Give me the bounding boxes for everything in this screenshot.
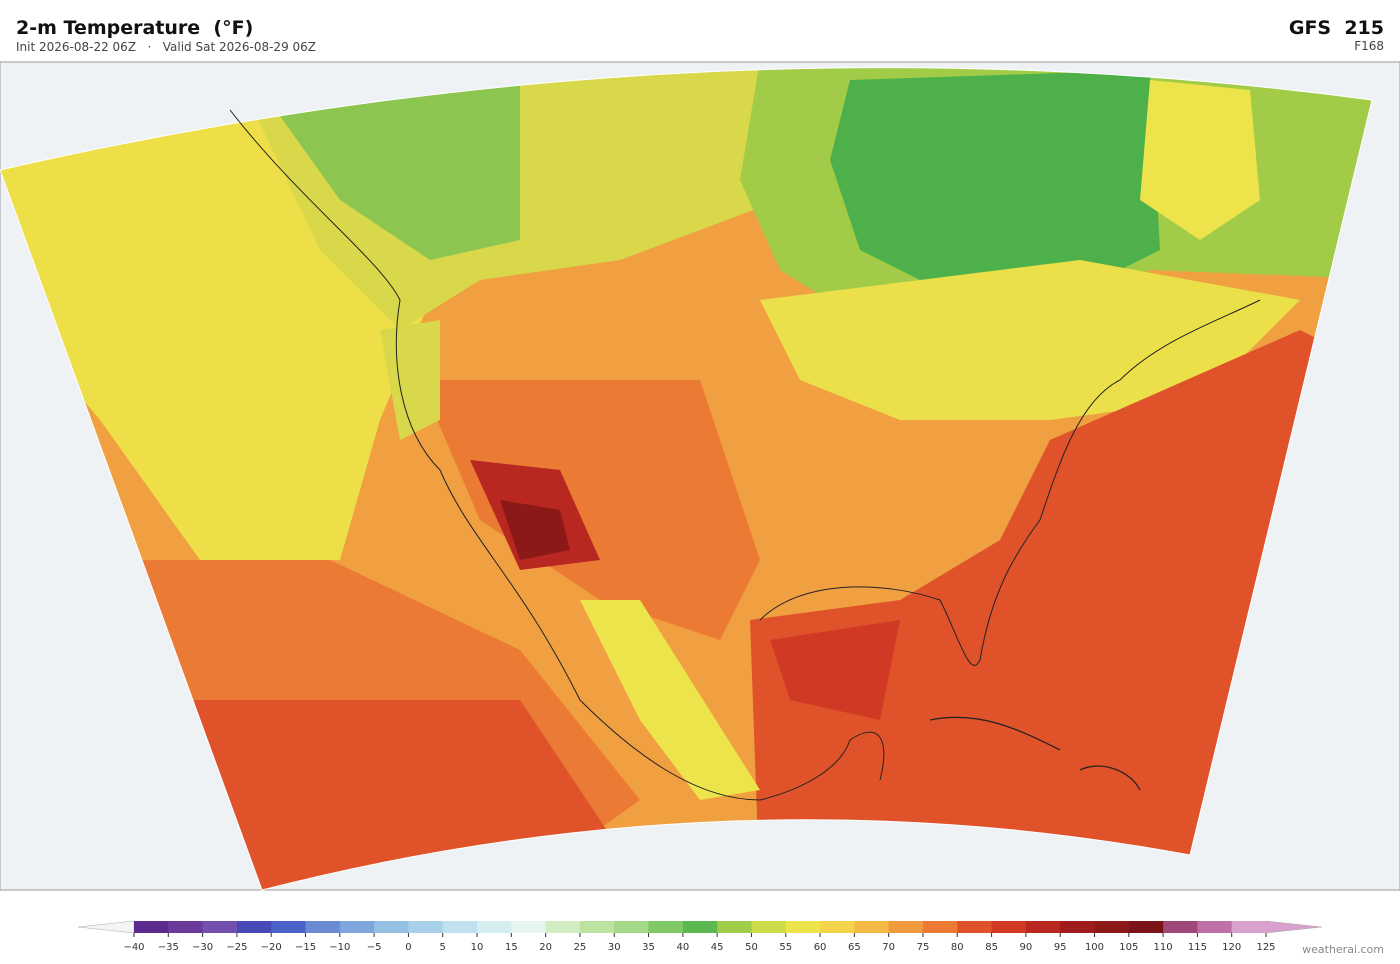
- colorbar-tick-label: 30: [608, 942, 621, 953]
- colorbar-segment: [305, 921, 341, 933]
- colorbar-tick-label: −20: [261, 942, 282, 953]
- colorbar-segment: [682, 921, 718, 933]
- credit: weatherai.com: [1302, 943, 1384, 956]
- colorbar-tick-label: 45: [711, 942, 724, 953]
- colorbar-segment: [545, 921, 581, 933]
- colorbar-segment: [579, 921, 615, 933]
- colorbar-segment: [854, 921, 890, 933]
- colorbar-tick-label: 40: [676, 942, 689, 953]
- colorbar-segment: [236, 921, 272, 933]
- colorbar-segment: [408, 921, 444, 933]
- colorbar-tick-label: −25: [226, 942, 247, 953]
- colorbar-tick-label: 50: [745, 942, 758, 953]
- colorbar-tick-label: 60: [814, 942, 827, 953]
- colorbar-tick-label: 90: [1020, 942, 1033, 953]
- colorbar-segment: [820, 921, 855, 933]
- colorbar-segment: [1094, 921, 1130, 933]
- colorbar-tick-label: −30: [192, 942, 213, 953]
- colorbar-segment: [1231, 921, 1267, 933]
- colorbar-tick-label: 75: [917, 942, 930, 953]
- colorbar-extend-low: [77, 920, 135, 934]
- colorbar-tick-label: 100: [1085, 942, 1104, 953]
- colorbar-segment: [614, 921, 650, 933]
- colorbar-segment: [888, 921, 924, 933]
- colorbar-tick-label: 5: [440, 942, 446, 953]
- colorbar-tick-label: −15: [295, 942, 316, 953]
- colorbar-segment: [1128, 921, 1164, 933]
- colorbar-segment: [785, 921, 821, 933]
- colorbar-segment: [957, 921, 993, 933]
- colorbar-segment: [374, 921, 409, 933]
- map: [0, 61, 1400, 891]
- colorbar-tick-label: 55: [779, 942, 792, 953]
- title: 2-m Temperature (°F): [16, 17, 253, 39]
- colorbar-tick-label: 85: [985, 942, 998, 953]
- colorbar-segment: [648, 921, 684, 933]
- colorbar-segment: [271, 921, 307, 933]
- colorbar-tick-label: −40: [123, 942, 144, 953]
- colorbar-tick-label: 105: [1119, 942, 1138, 953]
- colorbar-segment: [1060, 921, 1095, 933]
- colorbar-tick-label: 125: [1256, 942, 1275, 953]
- colorbar-segment: [339, 921, 375, 933]
- colorbar-segment: [991, 921, 1027, 933]
- model: GFS 215: [1289, 17, 1384, 39]
- colorbar-tick-label: −35: [158, 942, 179, 953]
- colorbar-tick-label: −5: [367, 942, 382, 953]
- colorbar-tick-label: 25: [574, 942, 587, 953]
- colorbar-tick-label: 0: [405, 942, 411, 953]
- subtitle: Init 2026-08-22 06Z · Valid Sat 2026-08-…: [16, 40, 316, 54]
- colorbar-tick-label: 65: [848, 942, 861, 953]
- colorbar-segment: [1025, 921, 1061, 933]
- colorbar-segment: [202, 921, 238, 933]
- colorbar-segment: [717, 921, 752, 933]
- colorbar-segment: [134, 921, 169, 933]
- colorbar-segment: [1163, 921, 1198, 933]
- colorbar-tick-label: 10: [471, 942, 484, 953]
- colorbar-tick-label: 115: [1188, 942, 1207, 953]
- colorbar-tick-label: 70: [882, 942, 895, 953]
- colorbar-segment: [1197, 921, 1233, 933]
- colorbar-segment: [442, 921, 478, 933]
- colorbar-segment: [168, 921, 204, 933]
- colorbar-segment: [477, 921, 512, 933]
- colorbar-extend-high: [1265, 920, 1323, 934]
- colorbar-tick-label: 120: [1222, 942, 1241, 953]
- colorbar-segment: [751, 921, 787, 933]
- colorbar-segment: [511, 921, 547, 933]
- colorbar-segment: [922, 921, 958, 933]
- colorbar-tick-label: 95: [1054, 942, 1067, 953]
- colorbar-tick-label: 35: [642, 942, 655, 953]
- colorbar-tick-label: −10: [329, 942, 350, 953]
- forecast-hour: F168: [1354, 39, 1384, 53]
- colorbar-tick-label: 110: [1154, 942, 1173, 953]
- colorbar: −40 −35 −30 −25 −20 −15 −10 −5 0 5 10 15 20 25 30 35 40 4…: [77, 920, 1323, 953]
- colorbar-tick-label: 80: [951, 942, 964, 953]
- colorbar-tick-label: 15: [505, 942, 518, 953]
- colorbar-tick-label: 20: [539, 942, 552, 953]
